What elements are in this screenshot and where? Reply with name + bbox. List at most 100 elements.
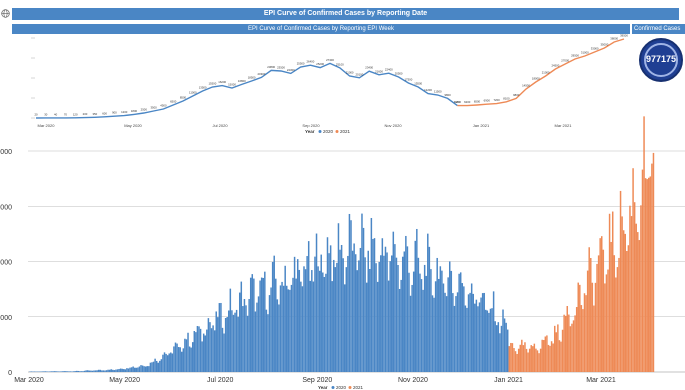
daily-bar-2021 (580, 305, 583, 372)
daily-bar-2020 (77, 370, 80, 372)
daily-bar-2020 (52, 371, 54, 372)
daily-bar-2020 (506, 329, 509, 372)
daily-bar-2020 (373, 238, 376, 372)
daily-bar-2021 (604, 283, 606, 372)
daily-bar-2020 (282, 285, 285, 372)
weekly-data-label: 22400 (385, 68, 393, 72)
weekly-data-label: 21600 (375, 69, 383, 73)
confirmed-cases-value: 977175 (645, 54, 677, 64)
daily-bar-2021 (608, 213, 611, 372)
daily-bar-2021 (550, 341, 553, 372)
daily-y-tick: 2,000 (0, 315, 12, 322)
daily-bar-2020 (237, 316, 239, 372)
daily-bar-2020 (265, 309, 268, 372)
daily-bar-2020 (279, 285, 282, 372)
daily-bar-2020 (134, 367, 136, 372)
daily-bar-2020 (343, 284, 346, 372)
daily-bar-2020 (478, 302, 481, 372)
daily-bar-2020 (348, 213, 351, 372)
daily-bar-2020 (401, 256, 404, 372)
daily-bar-2020 (137, 367, 139, 372)
daily-bar-2021 (649, 176, 652, 372)
weekly-legend-swatch-2020 (318, 130, 322, 133)
daily-bar-2020 (151, 362, 153, 372)
daily-bar-2020 (217, 317, 219, 372)
daily-bar-2020 (107, 369, 109, 372)
daily-bar-2020 (44, 371, 47, 372)
weekly-data-label: 23500 (277, 66, 285, 70)
weekly-data-label: 25100 (336, 62, 344, 66)
daily-bar-2020 (245, 305, 247, 372)
daily-bar-2020 (367, 250, 369, 372)
daily-bar-2020 (253, 278, 255, 372)
daily-bar-2020 (395, 257, 398, 372)
daily-bar-2020 (248, 299, 250, 372)
daily-bar-2020 (220, 302, 222, 372)
daily-bar-2020 (298, 269, 301, 372)
weekly-data-label: 16200 (218, 80, 226, 84)
daily-bar-2021 (521, 339, 523, 372)
daily-bar-2020 (300, 281, 302, 372)
daily-legend-2020: 2020 (336, 385, 347, 390)
daily-bar-2020 (492, 291, 495, 372)
daily-bar-2021 (517, 348, 520, 372)
daily-bar-2021 (579, 284, 581, 372)
daily-x-tick: Nov 2020 (398, 377, 428, 384)
daily-bar-2020 (331, 281, 333, 372)
daily-bar-2020 (157, 362, 159, 372)
daily-bar-2020 (141, 365, 144, 372)
daily-bar-2020 (162, 354, 164, 372)
weekly-data-label: 27000 (561, 59, 569, 63)
daily-bar-2021 (627, 245, 630, 372)
daily-bar-2020 (41, 371, 44, 372)
daily-bar-2020 (442, 283, 445, 372)
daily-bar-2021 (532, 346, 534, 372)
weekly-data-label: 25200 (316, 62, 324, 66)
daily-bar-2021 (648, 177, 650, 372)
daily-bar-2020 (260, 277, 263, 372)
daily-bar-2021 (525, 348, 528, 372)
weekly-data-label: 15000 (228, 83, 236, 87)
daily-bar-2020 (149, 362, 152, 372)
daily-bar-2020 (54, 371, 56, 372)
daily-bar-2021 (563, 314, 565, 372)
daily-bar-2020 (144, 366, 147, 372)
globe-icon (1, 9, 10, 18)
weekly-data-label: 18500 (248, 76, 256, 80)
daily-bar-2020 (229, 288, 232, 372)
daily-bar-2020 (420, 279, 423, 372)
weekly-data-label: 33000 (591, 47, 599, 51)
daily-bar-2020 (290, 284, 293, 372)
weekly-data-label: 12200 (424, 88, 432, 92)
daily-bar-2020 (293, 256, 296, 372)
daily-bar-2020 (469, 292, 471, 372)
daily-bar-2020 (347, 255, 349, 372)
daily-bar-2020 (452, 293, 454, 372)
page-title: EPI Curve of Confirmed Cases by Reportin… (12, 8, 679, 20)
daily-bar-2020 (58, 371, 61, 372)
daily-bar-2021 (588, 247, 590, 372)
weekly-data-label: 350 (92, 112, 97, 116)
weekly-data-label: 120 (73, 112, 78, 116)
daily-bar-2020 (191, 342, 194, 372)
daily-bar-2020 (63, 371, 65, 372)
daily-bar-2020 (364, 257, 366, 372)
daily-bar-2020 (317, 266, 319, 372)
daily-bar-2020 (386, 252, 388, 372)
daily-bar-2020 (173, 346, 175, 372)
daily-bar-2020 (110, 369, 112, 372)
daily-bar-2020 (193, 331, 196, 372)
daily-bar-2020 (296, 259, 299, 372)
daily-bar-2020 (61, 371, 64, 372)
daily-bar-2020 (394, 244, 396, 372)
daily-bar-2020 (33, 371, 36, 372)
daily-bar-2021 (640, 205, 642, 372)
daily-bar-2020 (91, 370, 94, 372)
weekly-data-label: 15500 (209, 82, 217, 86)
weekly-series-2021 (457, 38, 625, 107)
weekly-data-label: 22300 (287, 68, 295, 72)
daily-bar-2021 (569, 326, 572, 372)
daily-bar-2020 (400, 279, 402, 372)
weekly-data-label: 4500 (160, 104, 167, 108)
daily-bar-2020 (318, 270, 321, 372)
